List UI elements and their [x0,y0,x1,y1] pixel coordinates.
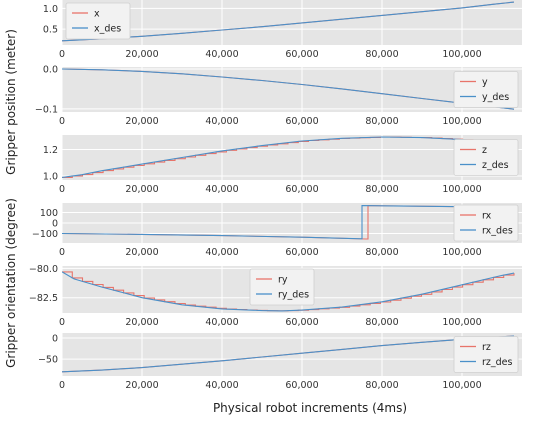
series-line-z-des [62,136,515,178]
x-tick-label: 0 [59,49,65,60]
subplot-3: 0 20,000 40,000 60,000 80,000 100,000 1.0 1.2 zz… [43,135,522,195]
x-tick-label: 20,000 [125,116,158,127]
plot-background [62,0,522,45]
x-tick-label: 80,000 [365,49,398,60]
x-tick-label: 0 [59,184,65,195]
legend-label: z [482,145,487,156]
xlabel: Physical robot increments (4ms) [213,401,407,415]
x-tick-label: 80,000 [365,380,398,391]
x-tick-label: 60,000 [285,49,318,60]
x-tick-label: 100,000 [442,380,481,391]
y-tick-label: 1.2 [43,145,58,156]
y-tick-label: 0 [52,334,58,345]
legend: y y_des [453,71,519,108]
x-tick-label: 0 [59,247,65,258]
x-tick-label: 0 [59,380,65,391]
y-tick-label: 100 [40,208,58,219]
x-tick-label: 100,000 [442,184,481,195]
legend: x x_des [65,2,131,40]
x-tick-label: 80,000 [365,317,398,328]
x-tick-label: 20,000 [125,317,158,328]
legend-label: rz [482,342,491,353]
x-tick-label: 100,000 [442,317,481,328]
x-tick-label: 40,000 [205,247,238,258]
x-tick-label: 40,000 [205,317,238,328]
legend-label: ry [278,275,288,286]
x-tick-label: 60,000 [285,380,318,391]
x-tick-label: 80,000 [365,184,398,195]
x-tick-label: 20,000 [125,380,158,391]
x-tick-label: 20,000 [125,247,158,258]
legend-label: rz_des [482,357,513,368]
legend-label: rx_des [482,226,513,237]
x-tick-label: 60,000 [285,247,318,258]
legend-box [453,336,519,373]
legend-label: x [94,9,100,20]
x-tick-label: 0 [59,317,65,328]
x-tick-label: 80,000 [365,116,398,127]
x-tick-label: 80,000 [365,247,398,258]
subplot-1: 0 20,000 40,000 60,000 80,000 100,000 0.5 1.0 xx… [43,0,522,60]
x-tick-label: 0 [59,116,65,127]
y-tick-label: 1.0 [43,4,58,15]
legend: z z_des [453,139,519,176]
legend-label: y_des [482,92,509,103]
y-tick-label: −50 [38,355,58,366]
legend-label: z_des [482,160,509,171]
y-tick-label: −82.5 [29,293,58,304]
y-tick-label: 0.5 [43,25,58,36]
subplot-5: 0 20,000 40,000 60,000 80,000 100,000 −80.0 −82… [29,264,522,328]
y-tick-label: 0.0 [43,64,58,75]
legend-box [65,2,131,40]
subplot-6: 0 20,000 40,000 60,000 80,000 100,0000−50rzrz… [38,333,522,391]
legend-box [453,204,519,242]
y-tick-label: −80.0 [29,264,58,275]
legend-label: ry_des [278,290,309,301]
x-tick-label: 20,000 [125,49,158,60]
y-tick-label: 1.0 [43,172,58,183]
y-tick-label: −100 [32,229,58,240]
y-tick-label: 0 [52,219,58,230]
x-tick-label: 100,000 [442,116,481,127]
legend-label: y [482,77,488,88]
series-line-rx-des [62,205,515,240]
x-tick-label: 60,000 [285,184,318,195]
x-tick-label: 40,000 [205,380,238,391]
x-tick-label: 40,000 [205,49,238,60]
legend-label: x_des [94,24,121,35]
plot-background [62,67,522,112]
y-tick-label: −0.1 [35,104,58,115]
x-tick-label: 20,000 [125,184,158,195]
legend-box [249,268,315,306]
subplot-2: 0 20,000 40,000 60,000 80,000 100,000 0.0 −0.1 y… [35,64,522,127]
subplot-stack: 0 20,000 40,000 60,000 80,000 100,000 0.5 1.0 xx… [29,0,522,391]
legend: rx rx_des [453,204,519,242]
legend-box [453,71,519,108]
x-tick-label: 100,000 [442,247,481,258]
x-tick-label: 40,000 [205,184,238,195]
legend-label: rx [482,211,492,222]
subplot-4: 0 20,000 40,000 60,000 80,000 100,0001000−100… [32,203,522,258]
legend: ry ry_des [249,268,315,306]
x-tick-label: 60,000 [285,116,318,127]
series-line-x-des [62,1,515,42]
x-tick-label: 40,000 [205,116,238,127]
ylabel-position: Gripper position (meter) [4,29,18,175]
x-tick-label: 60,000 [285,317,318,328]
legend-box [453,139,519,176]
x-tick-label: 100,000 [442,49,481,60]
ylabel-orientation: Gripper orientation (degree) [4,198,18,368]
legend: rz rz_des [453,336,519,373]
series-line-ry-des [62,271,515,312]
